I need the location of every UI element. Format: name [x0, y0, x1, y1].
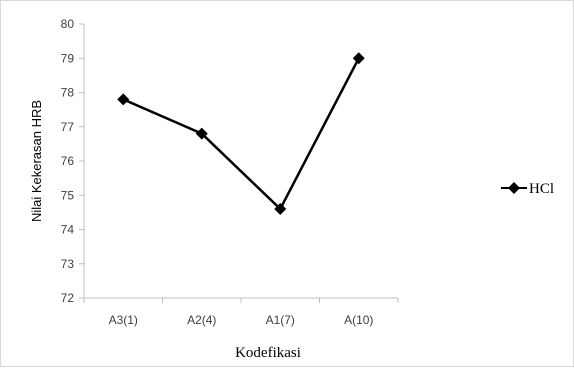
x-axis-ticks: A3(1) A2(4) A1(7) A(10): [83, 298, 399, 327]
x-tick-label: A1(7): [266, 313, 295, 327]
data-point-marker: [352, 52, 365, 65]
x-tick-label: A(10): [344, 313, 373, 327]
y-tick-label: 77: [61, 120, 75, 134]
x-axis-title: Kodefikasi: [235, 345, 301, 361]
y-tick-label: 73: [61, 257, 75, 271]
data-point-marker: [274, 202, 287, 215]
y-tick-label: 78: [61, 86, 75, 100]
legend-diamond-marker: [508, 182, 520, 194]
x-tick-label: A2(4): [187, 313, 216, 327]
y-tick-label: 80: [61, 17, 75, 31]
legend-label: HCl: [529, 181, 554, 197]
y-tick-label: 72: [61, 291, 75, 305]
y-axis-title: Nilai Kekerasan HRB: [29, 100, 44, 222]
data-point-marker: [195, 127, 208, 140]
series-layer: [117, 52, 365, 215]
y-axis-ticks: 72 73 74 75 76 77 78 79 80: [61, 17, 84, 305]
y-tick-label: 75: [61, 188, 75, 202]
series-line: [122, 57, 360, 212]
x-tick-label: A3(1): [109, 313, 138, 327]
y-tick-label: 76: [61, 154, 75, 168]
data-point-marker: [117, 93, 130, 106]
y-tick-label: 79: [61, 51, 75, 65]
legend: HCl: [501, 181, 554, 197]
y-tick-label: 74: [61, 223, 75, 237]
